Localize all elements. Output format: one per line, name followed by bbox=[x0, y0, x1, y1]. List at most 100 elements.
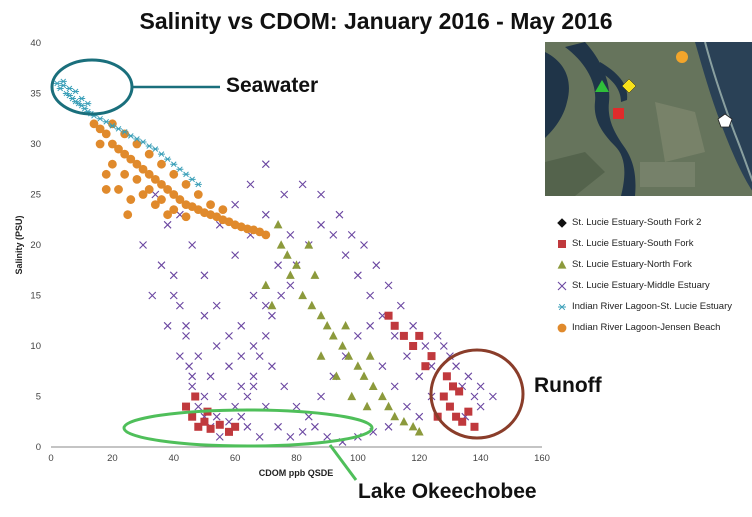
data-point bbox=[182, 332, 190, 340]
map-inset bbox=[545, 42, 752, 196]
data-point bbox=[200, 392, 209, 401]
data-point bbox=[353, 361, 363, 370]
data-point bbox=[243, 392, 252, 401]
x-tick-label: 60 bbox=[230, 453, 241, 464]
data-point bbox=[200, 417, 209, 426]
data-point bbox=[132, 174, 142, 184]
x-tick-label: 20 bbox=[107, 453, 118, 464]
legend-marker bbox=[558, 303, 566, 310]
data-point bbox=[390, 411, 400, 421]
data-point bbox=[455, 387, 464, 396]
data-point bbox=[414, 427, 424, 436]
middle-estuary-marker bbox=[717, 113, 733, 128]
data-point bbox=[274, 261, 282, 270]
data-point bbox=[276, 240, 286, 249]
legend-label: Indian River Lagoon-St. Lucie Estuary bbox=[572, 301, 733, 312]
data-point bbox=[415, 412, 424, 421]
data-point bbox=[182, 402, 191, 411]
data-point bbox=[212, 412, 221, 421]
data-point bbox=[212, 301, 221, 310]
series-2 bbox=[261, 220, 424, 436]
data-point bbox=[163, 210, 173, 220]
data-point bbox=[396, 301, 405, 310]
data-point bbox=[126, 195, 136, 204]
data-point bbox=[366, 291, 375, 300]
data-point bbox=[175, 195, 185, 204]
data-point bbox=[427, 352, 436, 361]
data-point bbox=[338, 341, 347, 350]
legend-item: St. Lucie Estuary-South Fork 2 bbox=[556, 212, 752, 233]
data-point bbox=[261, 210, 270, 219]
data-point bbox=[114, 144, 123, 154]
annotation-shapes bbox=[50, 58, 525, 481]
y-tick-label: 40 bbox=[30, 38, 41, 49]
legend-marker bbox=[557, 259, 567, 269]
data-point bbox=[96, 115, 104, 122]
data-point bbox=[206, 200, 215, 210]
data-point bbox=[310, 270, 320, 279]
data-point bbox=[408, 422, 418, 431]
data-point bbox=[317, 190, 325, 199]
data-point bbox=[237, 321, 246, 330]
data-point bbox=[215, 433, 224, 441]
data-point bbox=[243, 422, 252, 431]
data-point bbox=[344, 351, 354, 360]
data-point bbox=[121, 129, 129, 135]
data-point bbox=[151, 146, 159, 152]
data-point bbox=[170, 161, 178, 168]
data-point bbox=[280, 190, 289, 199]
data-point bbox=[415, 331, 424, 340]
data-point bbox=[133, 136, 141, 142]
runoff-circle bbox=[429, 348, 525, 440]
data-point bbox=[399, 416, 409, 426]
data-point bbox=[191, 392, 200, 401]
data-point bbox=[464, 372, 473, 381]
seawater-ellipse bbox=[50, 58, 134, 116]
data-point bbox=[445, 402, 454, 411]
data-point bbox=[328, 331, 338, 340]
y-tick-label: 20 bbox=[30, 240, 41, 251]
data-point bbox=[120, 169, 130, 179]
data-point bbox=[277, 291, 286, 300]
lake-leader-line bbox=[328, 444, 358, 481]
data-point bbox=[286, 281, 295, 290]
data-point bbox=[323, 433, 332, 441]
x-tick-label: 40 bbox=[168, 453, 179, 464]
data-point bbox=[101, 169, 111, 179]
data-point bbox=[144, 149, 154, 159]
data-point bbox=[194, 352, 203, 360]
data-point bbox=[280, 382, 289, 391]
legend-item: St. Lucie Estuary-North Fork bbox=[556, 254, 752, 275]
data-point bbox=[489, 392, 497, 401]
data-point bbox=[123, 210, 133, 220]
data-point bbox=[378, 362, 387, 371]
data-point bbox=[157, 159, 166, 169]
data-point bbox=[101, 185, 111, 194]
data-point bbox=[175, 352, 184, 360]
lake-okeechobee-ellipse bbox=[122, 408, 374, 448]
data-point bbox=[249, 372, 258, 381]
data-point bbox=[403, 352, 411, 360]
data-point bbox=[188, 372, 197, 381]
data-point bbox=[347, 391, 357, 401]
data-point bbox=[298, 427, 307, 436]
data-point bbox=[169, 291, 178, 300]
data-point bbox=[353, 271, 362, 280]
data-point bbox=[148, 291, 157, 300]
data-point bbox=[449, 382, 458, 391]
data-point bbox=[362, 401, 372, 411]
data-point bbox=[316, 310, 326, 320]
chart-title: Salinity vs CDOM: January 2016 - May 201… bbox=[139, 8, 613, 34]
data-point bbox=[176, 166, 184, 173]
annotation-seawater: Seawater bbox=[226, 74, 319, 97]
legend-label: St. Lucie Estuary-South Fork bbox=[572, 238, 694, 249]
data-point bbox=[181, 180, 191, 189]
data-point bbox=[409, 321, 418, 330]
data-point bbox=[311, 422, 319, 431]
data-point bbox=[390, 332, 399, 340]
data-point bbox=[470, 422, 479, 431]
data-point bbox=[261, 332, 270, 340]
data-point bbox=[107, 159, 117, 169]
data-point bbox=[101, 129, 111, 139]
data-point bbox=[273, 220, 283, 229]
